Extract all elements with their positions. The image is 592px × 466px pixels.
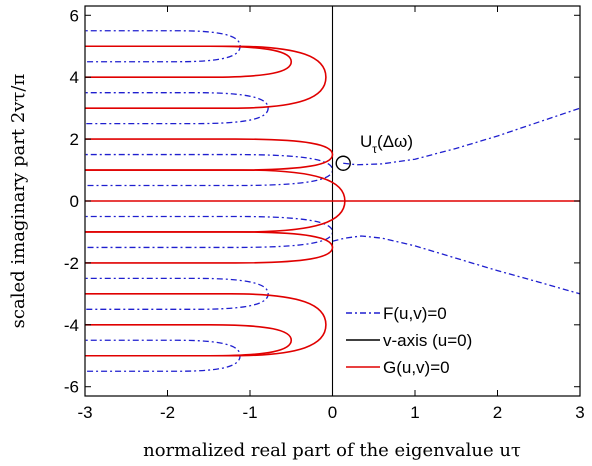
series-g-loop-2 <box>85 45 293 78</box>
y-axis-title: scaled imaginary part 2vτ/π <box>8 74 29 329</box>
x-axis-title: normalized real part of the eigenvalue u… <box>143 440 521 461</box>
y-tick-label: -6 <box>64 378 79 397</box>
legend-label-f: F(u,v)=0 <box>383 304 447 323</box>
y-tick-label: -2 <box>64 254 79 273</box>
series-g-loop-5 <box>85 324 293 357</box>
series-f-loop-4 <box>85 277 269 310</box>
x-tick-label: -1 <box>242 403 257 422</box>
series-f-branch-0 <box>343 107 580 166</box>
series-f-loop-0 <box>85 153 334 187</box>
y-tick-label: 6 <box>70 6 79 25</box>
series-g-loop-3 <box>85 138 334 171</box>
y-tick-label: 0 <box>70 192 79 211</box>
x-tick-label: -2 <box>160 403 175 422</box>
legend-box <box>343 300 498 382</box>
series-g-loop-4 <box>85 293 327 357</box>
plot-curves <box>85 6 580 396</box>
annotation-marker <box>335 155 351 171</box>
series-g-loop-1 <box>85 45 327 109</box>
series-f-loop-1 <box>85 92 269 125</box>
annotation-label: Uτ(Δω) <box>360 132 413 156</box>
legend-label-g: G(u,v)=0 <box>383 358 450 377</box>
axis-ticks: -3 -2 -1 0 1 2 3 -6 -4 -2 0 2 4 6 <box>64 6 585 422</box>
series-f-loop-3 <box>85 215 334 249</box>
series-f-branch-1 <box>332 235 580 295</box>
x-tick-label: 1 <box>410 403 419 422</box>
x-tick-label: 3 <box>575 403 584 422</box>
annotation: Uτ(Δω) <box>335 132 413 171</box>
x-tick-label: 0 <box>328 403 337 422</box>
y-tick-label: -4 <box>64 316 79 335</box>
legend-label-axis: v-axis (u=0) <box>383 331 472 350</box>
y-tick-label: 2 <box>70 130 79 149</box>
y-tick-label: 4 <box>70 68 79 87</box>
x-tick-label: 2 <box>493 403 502 422</box>
legend: F(u,v)=0 v-axis (u=0) G(u,v)=0 <box>343 300 498 382</box>
series-g-loop-6 <box>85 231 334 264</box>
x-tick-label: -3 <box>77 403 92 422</box>
